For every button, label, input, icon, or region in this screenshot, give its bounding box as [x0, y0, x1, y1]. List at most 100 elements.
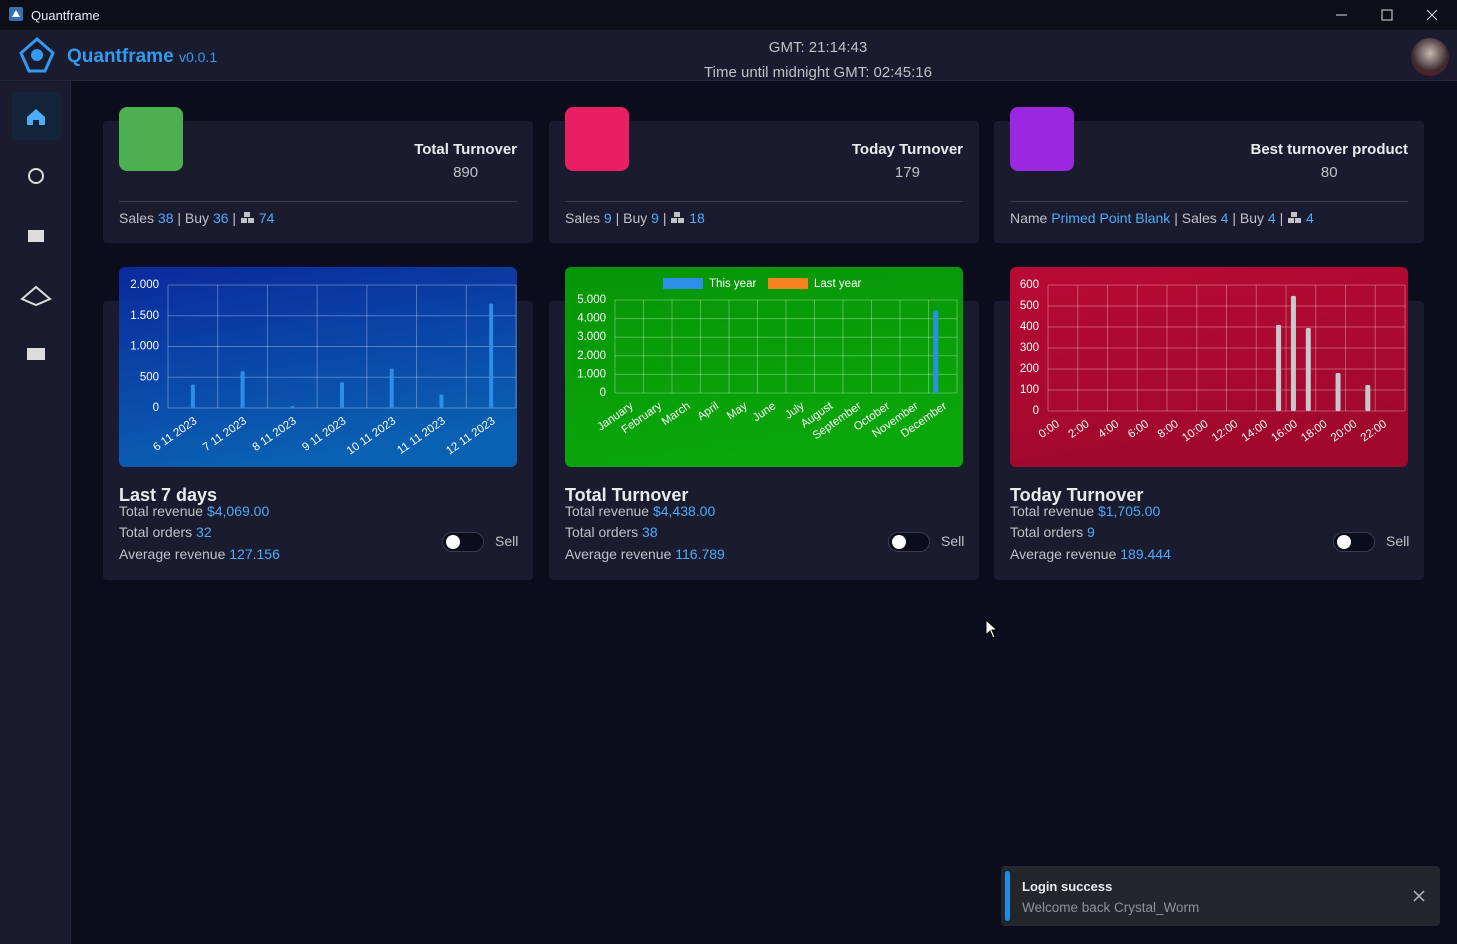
chart-card-title: Total Turnover	[565, 485, 689, 505]
stat-icon	[565, 107, 629, 171]
toast: Login success Welcome back Crystal_Worm	[1001, 866, 1440, 926]
total-value: 4	[1306, 210, 1314, 226]
average-row: Average revenue 116.789	[565, 546, 725, 562]
bar	[240, 371, 245, 408]
y-tick-label: 1.500	[130, 310, 159, 322]
revenue-value: $4,438.00	[652, 503, 716, 519]
desktop-icon[interactable]	[27, 348, 45, 360]
orders-row: Total orders 32	[119, 524, 212, 540]
revenue-label: Total revenue	[119, 503, 204, 519]
separator: |	[1279, 210, 1284, 226]
average-value: 189.444	[1120, 546, 1171, 562]
mail-icon[interactable]	[28, 230, 44, 242]
separator: |	[615, 210, 620, 226]
bar	[1365, 384, 1371, 411]
stat-title: Total Turnover 890	[414, 141, 517, 181]
buy-value: 9	[651, 210, 659, 226]
chart-background	[1010, 267, 1408, 467]
maximize[interactable]	[1381, 9, 1393, 21]
y-tick-label: 100	[1020, 384, 1039, 396]
stat-value: 179	[894, 164, 920, 181]
separator: |	[1232, 210, 1236, 226]
bar	[290, 406, 295, 408]
orders-value: 32	[196, 524, 212, 540]
separator: |	[177, 210, 182, 226]
y-tick-label: 200	[1020, 363, 1039, 375]
warframe-icon[interactable]	[20, 285, 52, 307]
stat-footer: Name Primed Point Blank | Sales 4 | Buy …	[1010, 210, 1314, 226]
sales-value: 9	[603, 210, 612, 226]
clock: GMT: 21:14:43 Time until midnight GMT: 0…	[618, 35, 1018, 85]
cursor	[985, 619, 999, 639]
sell-toggle[interactable]	[888, 532, 930, 552]
y-tick-label: 500	[1020, 300, 1039, 312]
bar	[439, 394, 444, 408]
revenue-row: Total revenue $1,705.00	[1010, 503, 1160, 519]
revenue-value: $1,705.00	[1097, 503, 1161, 519]
average-value: 127.156	[229, 546, 280, 562]
avatar[interactable]	[1411, 38, 1449, 76]
toast-close[interactable]	[1413, 890, 1425, 902]
stat-title: Best turnover product 80	[1250, 141, 1408, 181]
revenue-value: $4,069.00	[206, 503, 270, 519]
buy-value: 36	[212, 210, 229, 226]
boxes-icon	[671, 212, 685, 223]
product-name-label: Name	[1010, 210, 1048, 226]
globe-icon[interactable]	[28, 168, 44, 184]
stat-title: Today Turnover 179	[852, 141, 963, 181]
bar	[933, 310, 939, 393]
orders-label: Total orders	[565, 524, 639, 540]
divider	[119, 201, 517, 202]
buy-value: 4	[1267, 210, 1276, 226]
y-tick-label: 4.000	[577, 313, 606, 325]
legend-label: This year	[709, 278, 756, 290]
boxes-shape	[671, 212, 685, 223]
boxes-icon	[1288, 212, 1302, 223]
stat-icon	[1010, 107, 1074, 171]
revenue-label: Total revenue	[565, 503, 650, 519]
average-row: Average revenue 189.444	[1010, 546, 1171, 562]
buy-label: Buy	[184, 210, 210, 226]
divider	[565, 201, 963, 202]
sell-toggle[interactable]	[1333, 532, 1375, 552]
chart-card-body: Today Turnover Total revenue $1,705.00 Tot…	[994, 310, 1424, 580]
y-tick-label: 1.000	[130, 341, 159, 353]
gmt-time: GMT: 21:14:43	[768, 39, 868, 56]
chart-card-title: Last 7 days	[119, 485, 218, 505]
bar	[1335, 372, 1341, 411]
bar	[1305, 328, 1311, 411]
sales-label: Sales	[565, 210, 601, 226]
header: Quantframe v0.0.1 GMT: 21:14:43 Time unt…	[0, 30, 1457, 81]
bar	[389, 368, 394, 408]
y-tick-label: 2.000	[577, 350, 606, 362]
stat-icon	[119, 107, 183, 171]
boxes-icon	[240, 212, 254, 223]
separator: |	[662, 210, 667, 226]
toggle-label: Sell	[941, 533, 965, 549]
legend-swatch	[663, 278, 703, 289]
bar	[1276, 324, 1282, 411]
y-tick-label: 600	[1020, 279, 1039, 291]
average-label: Average revenue	[565, 546, 672, 562]
close[interactable]	[1426, 9, 1438, 21]
sell-toggle[interactable]	[442, 532, 484, 552]
total-value: 74	[258, 210, 275, 226]
y-tick-label: 0	[600, 387, 606, 399]
logo	[19, 37, 55, 73]
sales-value: 38	[157, 210, 174, 226]
sales-value: 4	[1220, 210, 1229, 226]
chart: 5.000 4.000 3.000 2.000 1.000 0 This year Last …	[565, 267, 963, 467]
y-tick-label: 3.000	[577, 331, 606, 343]
stat-footer: Sales 9 | Buy 9 | 18	[565, 210, 705, 226]
toast-message: Welcome back Crystal_Worm	[1022, 900, 1200, 915]
boxes-shape	[1288, 212, 1302, 223]
separator: |	[1174, 210, 1178, 226]
y-tick-label: 0	[1033, 405, 1039, 417]
bar	[1290, 295, 1296, 411]
orders-row: Total orders 38	[565, 524, 658, 540]
sales-label: Sales	[1181, 210, 1217, 226]
orders-value: 38	[642, 524, 658, 540]
chart-card-body: Total Turnover Total revenue $4,438.00 Tot…	[549, 310, 979, 580]
chart-background	[119, 267, 517, 467]
